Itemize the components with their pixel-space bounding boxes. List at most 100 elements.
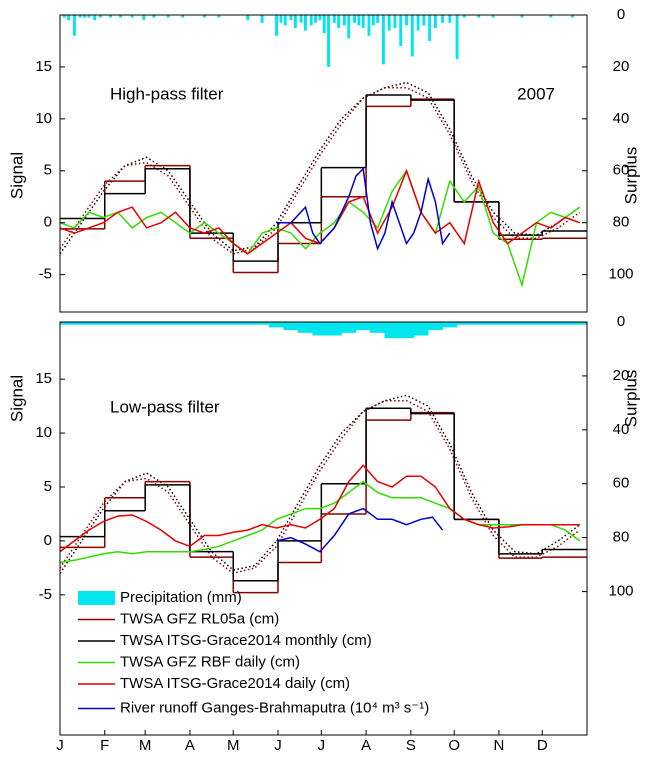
precip-bar xyxy=(275,15,279,36)
plot-area xyxy=(60,322,587,594)
precip-bar xyxy=(72,15,76,36)
precip-bar xyxy=(240,322,256,325)
precip-bar xyxy=(182,322,198,325)
precip-bar xyxy=(326,322,342,336)
precip-bar xyxy=(399,15,403,47)
precip-bar xyxy=(109,15,112,18)
y-tick-label: -5 xyxy=(39,266,52,283)
precip-bar xyxy=(557,322,573,325)
fit-curve xyxy=(60,394,581,574)
precip-bar xyxy=(130,15,134,18)
precip-bar xyxy=(225,322,241,325)
y2-tick-label: 80 xyxy=(613,214,630,231)
x-tick-label: J xyxy=(56,737,64,754)
x-tick-label: M xyxy=(139,737,152,754)
precip-bar xyxy=(124,322,140,325)
precip-bar xyxy=(376,15,380,23)
precip-bar xyxy=(370,322,386,333)
precip-bar xyxy=(571,15,575,18)
precip-bar xyxy=(387,15,391,31)
precip-bar xyxy=(422,15,426,26)
y-axis-label: Signal xyxy=(7,152,26,199)
plot-frame xyxy=(59,14,588,313)
y-tick-label: 10 xyxy=(35,424,52,441)
legend-label: River runoff Ganges-Brahmaputra (10⁴ m³ … xyxy=(120,699,429,716)
precip-bar xyxy=(428,15,432,41)
precip-bar xyxy=(455,15,459,60)
precip-bar xyxy=(500,322,516,325)
precip-bar xyxy=(332,15,336,23)
precip-bar xyxy=(196,322,212,325)
x-tick-label: S xyxy=(406,737,416,754)
y2-tick-label: 20 xyxy=(613,367,630,384)
fit-curve xyxy=(60,399,581,575)
y-tick-label: 15 xyxy=(35,370,52,387)
precip-bar xyxy=(416,15,420,31)
y2-tick-label: 0 xyxy=(617,6,625,23)
y2-tick-label: 20 xyxy=(613,58,630,75)
precip-bar xyxy=(167,322,184,325)
precip-bar xyxy=(342,15,346,26)
precip-bar xyxy=(119,15,123,18)
precip-bar xyxy=(211,322,227,325)
daily-line xyxy=(60,168,581,255)
fit-curve xyxy=(60,86,581,255)
precip-bar xyxy=(297,322,314,333)
x-tick-label: F xyxy=(100,737,109,754)
y-axis-label: Signal xyxy=(7,375,26,422)
precip-bar xyxy=(78,15,82,18)
y-tick-label: 10 xyxy=(35,110,52,127)
precip-bar xyxy=(152,15,156,18)
legend-label: TWSA ITSG-Grace2014 monthly (cm) xyxy=(120,632,372,649)
y2-tick-label: 100 xyxy=(608,583,633,600)
daily-line xyxy=(276,507,444,553)
x-tick-label: D xyxy=(537,737,548,754)
precip-bar xyxy=(485,322,501,325)
precip-bar xyxy=(93,15,97,21)
precip-bar xyxy=(293,15,297,28)
precip-bar xyxy=(361,15,365,28)
precip-bar xyxy=(520,15,524,18)
x-tick-label: O xyxy=(448,737,460,754)
precip-bar xyxy=(246,15,250,21)
legend-label: TWSA ITSG-Grace2014 daily (cm) xyxy=(120,675,350,692)
precip-bar xyxy=(442,322,458,328)
precip-bar xyxy=(202,15,206,18)
precip-bar xyxy=(304,15,307,31)
precip-bar xyxy=(153,322,169,325)
y2-axis-label: Surplus xyxy=(621,147,640,205)
precip-bar xyxy=(477,15,481,18)
precip-bar xyxy=(337,15,341,28)
y-tick-label: 0 xyxy=(44,214,52,231)
precip-bar xyxy=(283,322,299,331)
precip-bar xyxy=(353,15,356,23)
precip-bar xyxy=(254,322,270,325)
daily-line xyxy=(60,464,580,553)
precip-bar xyxy=(318,15,322,21)
panel: -5 0 5 10 15 0 20 40 60 80 100 Signal Surplus High-pa… xyxy=(7,6,640,313)
precip-bar xyxy=(410,15,414,57)
legend-label: TWSA GFZ RL05a (cm) xyxy=(120,610,279,627)
precip-bar xyxy=(299,15,303,23)
x-tick-label: A xyxy=(361,737,371,754)
precip-bar xyxy=(398,322,415,339)
x-tick-label: N xyxy=(494,737,505,754)
precip-bar xyxy=(110,322,126,325)
daily-line xyxy=(276,167,451,251)
precip-bar xyxy=(62,15,66,18)
precip-bar xyxy=(381,15,385,65)
precip-bar xyxy=(448,15,452,23)
precip-bar xyxy=(528,322,545,325)
precip-bar xyxy=(367,15,371,36)
annotation: Low-pass filter xyxy=(110,397,220,416)
y2-tick-label: 40 xyxy=(613,421,630,438)
precip-bar xyxy=(181,15,185,18)
precip-bar xyxy=(60,322,68,325)
precip-bar xyxy=(217,15,221,18)
y2-tick-label: 40 xyxy=(613,110,630,127)
precip-bar xyxy=(142,15,146,21)
y-tick-label: 5 xyxy=(44,162,52,179)
annotation: 2007 xyxy=(517,84,555,103)
plot-frame xyxy=(59,321,588,736)
